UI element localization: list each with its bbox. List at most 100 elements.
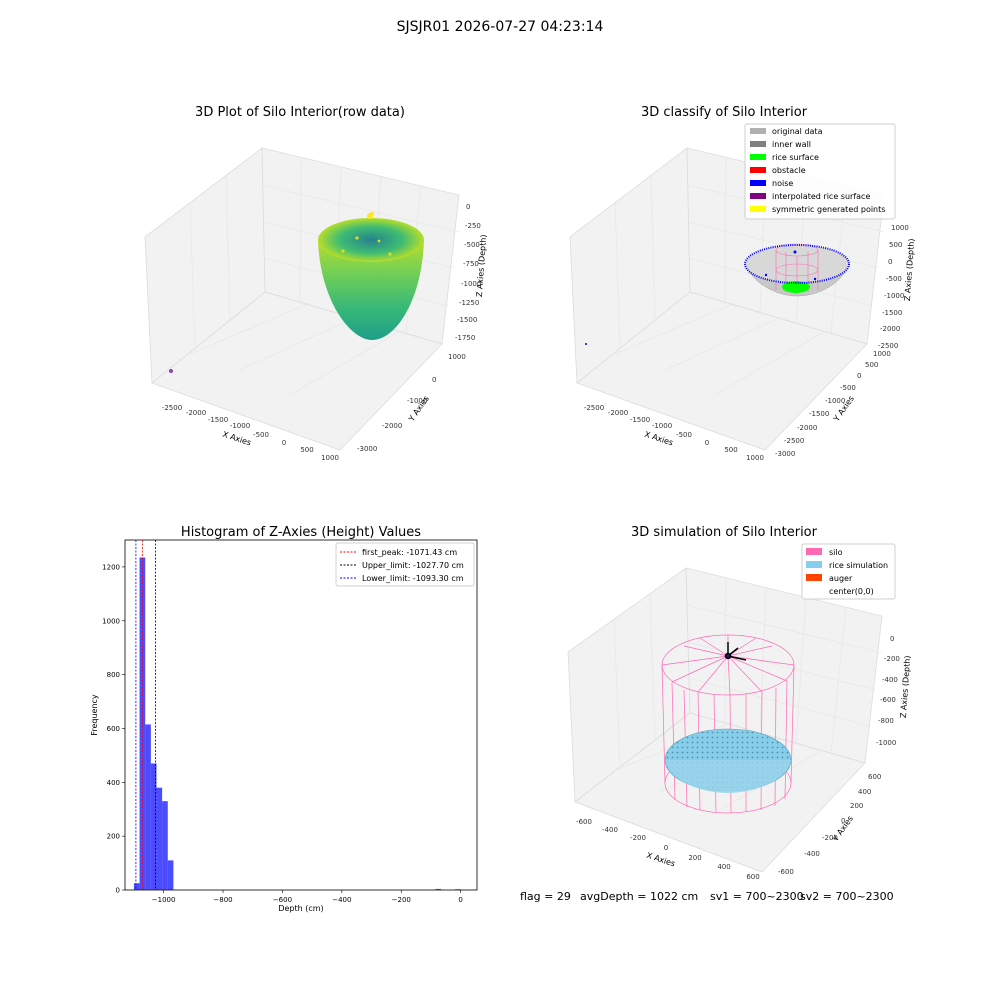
status-sv1: sv1 = 700~2300 <box>710 890 804 903</box>
legend-label: center(0,0) <box>829 587 874 596</box>
legend-label: inner wall <box>772 140 811 149</box>
x-tick-label: -1000 <box>652 422 672 430</box>
histogram-y-ticks: 0 200 400 600 800 1000 1200 <box>102 563 125 895</box>
z-tick-label: -400 <box>882 676 898 684</box>
x-tick-label: 200 <box>688 854 701 862</box>
histogram-bar <box>162 801 168 890</box>
histogram-bar <box>133 883 140 890</box>
y-tick-label: 200 <box>107 833 120 841</box>
y-tick-label: 1200 <box>102 563 120 571</box>
z-tick-label: 0 <box>466 203 470 211</box>
raw-point <box>388 252 392 256</box>
y-tick-label: -1000 <box>825 397 845 405</box>
z-tick-label: -1000 <box>876 739 896 747</box>
z-tick-label: -800 <box>878 717 894 725</box>
legend-swatch <box>806 561 822 568</box>
x-tick-label: 400 <box>717 863 730 871</box>
x-tick-label: 1000 <box>746 454 764 462</box>
z-tick-label: 500 <box>889 241 902 249</box>
status-line: flag = 29 avgDepth = 1022 cm sv1 = 700~2… <box>520 890 894 903</box>
classify-y-ticks: -3000 -2500 -2000 -1500 -1000 -500 0 500… <box>775 350 891 458</box>
legend-swatch <box>806 574 822 581</box>
raw-point-top-2 <box>370 212 374 216</box>
y-tick-label: 0 <box>116 887 120 895</box>
y-tick-label: 800 <box>107 671 120 679</box>
raw-point <box>355 236 359 240</box>
raw-y-ticks: -3000 -2000 -1000 0 1000 <box>357 353 466 453</box>
x-tick-label: -1500 <box>630 416 650 424</box>
z-tick-label: -200 <box>884 655 900 663</box>
z-tick-label: -500 <box>886 275 902 283</box>
y-tick-label: 0 <box>841 817 845 825</box>
legend-swatch <box>750 193 766 199</box>
histogram-bar <box>435 888 442 890</box>
legend-swatch <box>750 206 766 212</box>
legend-swatch <box>806 548 822 555</box>
histogram-legend: first_peak: -1071.43 cm Upper_limit: -10… <box>335 542 475 587</box>
x-tick-label: 0 <box>664 844 668 852</box>
raw-z-axis-label: Z Axies (Depth) <box>475 234 488 297</box>
panel-raw-data: 3D Plot of Silo Interior(row data) -2500… <box>144 105 488 462</box>
z-tick-label: -250 <box>465 222 481 230</box>
panel-histogram: Histogram of Z-Axies (Height) Values −10… <box>90 525 478 913</box>
y-tick-label: 1000 <box>448 353 466 361</box>
z-tick-label: 0 <box>888 258 892 266</box>
noise-point <box>813 277 817 281</box>
y-tick-label: 0 <box>432 376 436 384</box>
legend-label: auger <box>829 574 853 583</box>
legend-label: symmetric generated points <box>772 205 885 214</box>
noise-point <box>585 343 587 345</box>
status-flag: flag = 29 <box>520 890 571 903</box>
simulation-z-axis-label: Z Axies (Depth) <box>899 655 912 718</box>
histogram-x-ticks: −1000 −800 −600 −400 −200 0 <box>152 890 463 904</box>
simulation-z-ticks: 0 -200 -400 -600 -800 -1000 <box>876 635 900 747</box>
z-tick-label: -2000 <box>880 325 900 333</box>
x-tick-label: -1500 <box>208 416 228 424</box>
x-tick-label: 0 <box>282 439 286 447</box>
x-tick-label: 0 <box>705 439 709 447</box>
classify-legend: original data inner wall rice surface ob… <box>744 123 896 220</box>
x-tick-label: -2500 <box>584 404 604 412</box>
x-tick-label: 1000 <box>321 454 339 462</box>
panel-classify-title: 3D classify of Silo Interior <box>641 105 808 120</box>
z-tick-label: -1500 <box>457 316 477 324</box>
simulation-x-axis-label: X Axies <box>645 851 676 869</box>
histogram-bar <box>150 763 157 890</box>
y-tick-label: 400 <box>858 788 871 796</box>
histogram-title: Histogram of Z-Axies (Height) Values <box>181 525 421 540</box>
x-tick-label: -2500 <box>162 404 182 412</box>
panel-simulation: 3D simulation of Silo Interior <box>567 525 912 881</box>
z-tick-label: -1750 <box>455 334 475 342</box>
raw-x-axis-label: X Axies <box>221 430 252 448</box>
y-tick-label: -2500 <box>784 437 804 445</box>
z-tick-label: -1500 <box>882 309 902 317</box>
z-tick-label: 1000 <box>891 224 909 232</box>
figure-title: SJSJR01 2026-07-27 04:23:14 <box>397 19 604 35</box>
histogram-plot-area <box>124 539 478 891</box>
legend-label: rice simulation <box>829 561 888 570</box>
y-tick-label: -500 <box>840 384 856 392</box>
y-tick-label: 600 <box>107 725 120 733</box>
y-tick-label: -3000 <box>357 445 377 453</box>
legend-swatch <box>750 128 766 134</box>
legend-label: obstacle <box>772 166 806 175</box>
histogram-bar <box>145 724 151 890</box>
histogram-bar <box>167 860 174 890</box>
classify-legend-entries: original data inner wall rice surface ob… <box>750 127 885 214</box>
raw-z-ticks: 0 -250 -500 -750 -1000 -1250 -1500 -1750 <box>455 203 481 342</box>
y-tick-label: 500 <box>865 361 878 369</box>
z-tick-label: -600 <box>880 696 896 704</box>
legend-swatch <box>750 180 766 186</box>
raw-bowl-rim <box>318 218 424 262</box>
noise-point <box>764 273 768 277</box>
status-sv2: sv2 = 700~2300 <box>800 890 894 903</box>
histogram-y-axis-label: Frequency <box>90 694 99 736</box>
x-tick-label: -200 <box>630 834 646 842</box>
z-tick-label: -750 <box>463 260 479 268</box>
y-tick-label: -400 <box>804 850 820 858</box>
x-tick-label: 600 <box>746 873 759 881</box>
legend-swatch <box>806 587 822 594</box>
panel-raw-title: 3D Plot of Silo Interior(row data) <box>195 105 405 120</box>
histogram-threshold-lines <box>135 540 156 890</box>
